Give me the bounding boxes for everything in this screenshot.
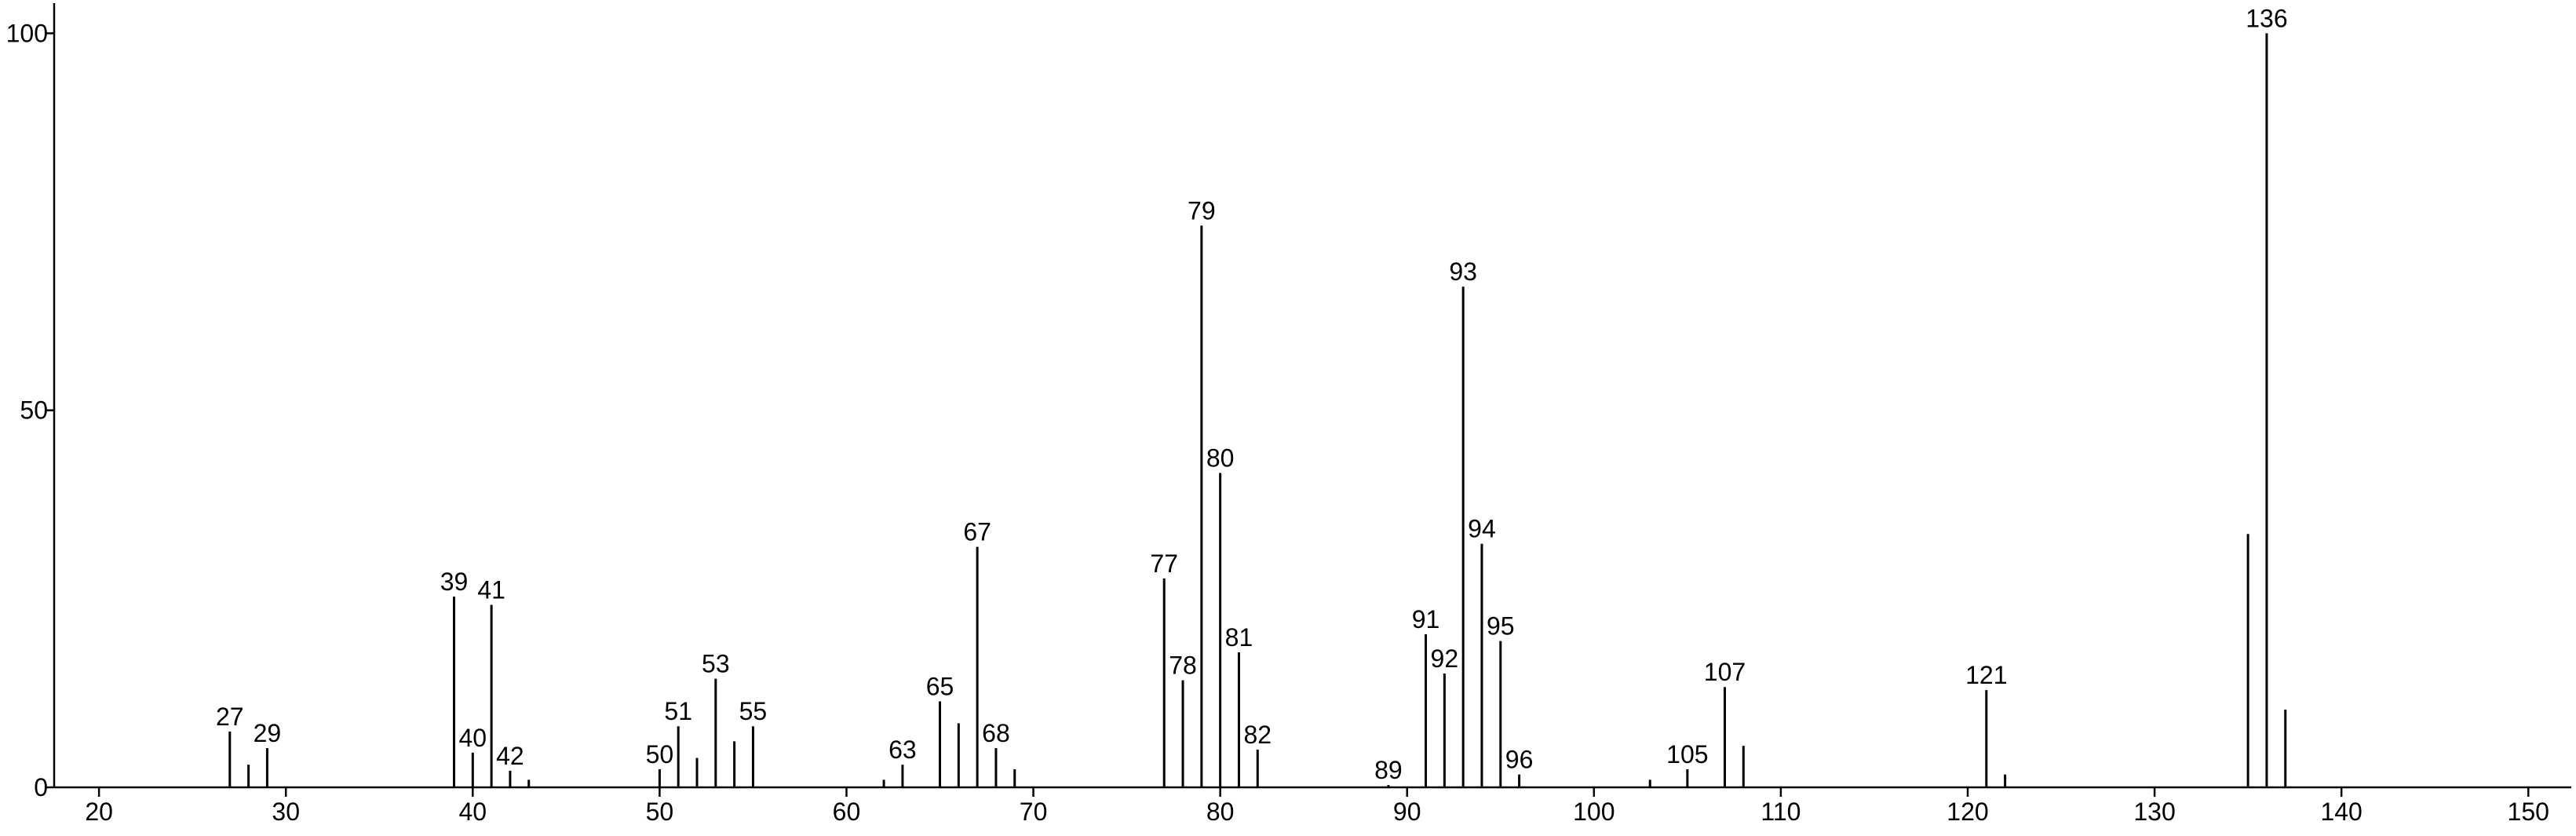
x-tick-label: 20 bbox=[85, 798, 113, 826]
peak-label: 68 bbox=[982, 719, 1010, 747]
peak-label: 95 bbox=[1487, 612, 1515, 641]
x-tick-label: 70 bbox=[1020, 798, 1048, 826]
peak-label: 39 bbox=[440, 568, 469, 596]
peak-label: 63 bbox=[888, 736, 917, 764]
peak-label: 81 bbox=[1225, 623, 1253, 652]
x-tick-label: 50 bbox=[646, 798, 674, 826]
peak-label: 79 bbox=[1188, 196, 1216, 225]
peak-label: 96 bbox=[1505, 746, 1534, 774]
peak-label: 92 bbox=[1431, 644, 1459, 673]
peak-label: 89 bbox=[1374, 756, 1403, 784]
peak-label: 105 bbox=[1666, 740, 1708, 768]
x-tick-label: 40 bbox=[459, 798, 487, 826]
peak-label: 53 bbox=[702, 650, 730, 678]
x-tick-label: 60 bbox=[833, 798, 861, 826]
x-tick-label: 150 bbox=[2508, 798, 2549, 826]
peak-label: 51 bbox=[664, 697, 692, 725]
peak-label: 78 bbox=[1169, 652, 1197, 680]
peak-label: 107 bbox=[1704, 658, 1746, 686]
peak-label: 80 bbox=[1206, 444, 1235, 472]
peak-label: 65 bbox=[926, 672, 954, 700]
peak-label: 82 bbox=[1243, 721, 1272, 749]
x-tick-label: 30 bbox=[272, 798, 300, 826]
peak-label: 67 bbox=[963, 518, 991, 546]
x-tick-label: 120 bbox=[1947, 798, 1988, 826]
x-tick-label: 100 bbox=[1573, 798, 1615, 826]
peak-label: 121 bbox=[1965, 661, 2007, 689]
peak-label: 55 bbox=[739, 697, 768, 725]
peak-label: 50 bbox=[646, 740, 674, 768]
y-tick-label: 50 bbox=[20, 396, 48, 425]
peak-label: 40 bbox=[459, 724, 487, 752]
peak-label: 93 bbox=[1449, 257, 1477, 286]
y-tick-label: 100 bbox=[6, 19, 48, 47]
peak-label: 77 bbox=[1150, 549, 1178, 578]
x-tick-label: 90 bbox=[1393, 798, 1421, 826]
x-tick-label: 140 bbox=[2320, 798, 2362, 826]
peak-label: 136 bbox=[2246, 4, 2287, 32]
y-tick-label: 0 bbox=[34, 773, 48, 801]
peak-label: 29 bbox=[254, 719, 282, 747]
peak-label: 41 bbox=[477, 576, 505, 604]
peak-label: 91 bbox=[1412, 605, 1440, 633]
x-tick-label: 110 bbox=[1761, 798, 1801, 826]
x-tick-label: 80 bbox=[1206, 798, 1235, 826]
peak-label: 42 bbox=[496, 742, 524, 770]
x-tick-label: 130 bbox=[2133, 798, 2175, 826]
peak-label: 27 bbox=[216, 703, 244, 731]
peak-label: 94 bbox=[1468, 515, 1496, 543]
